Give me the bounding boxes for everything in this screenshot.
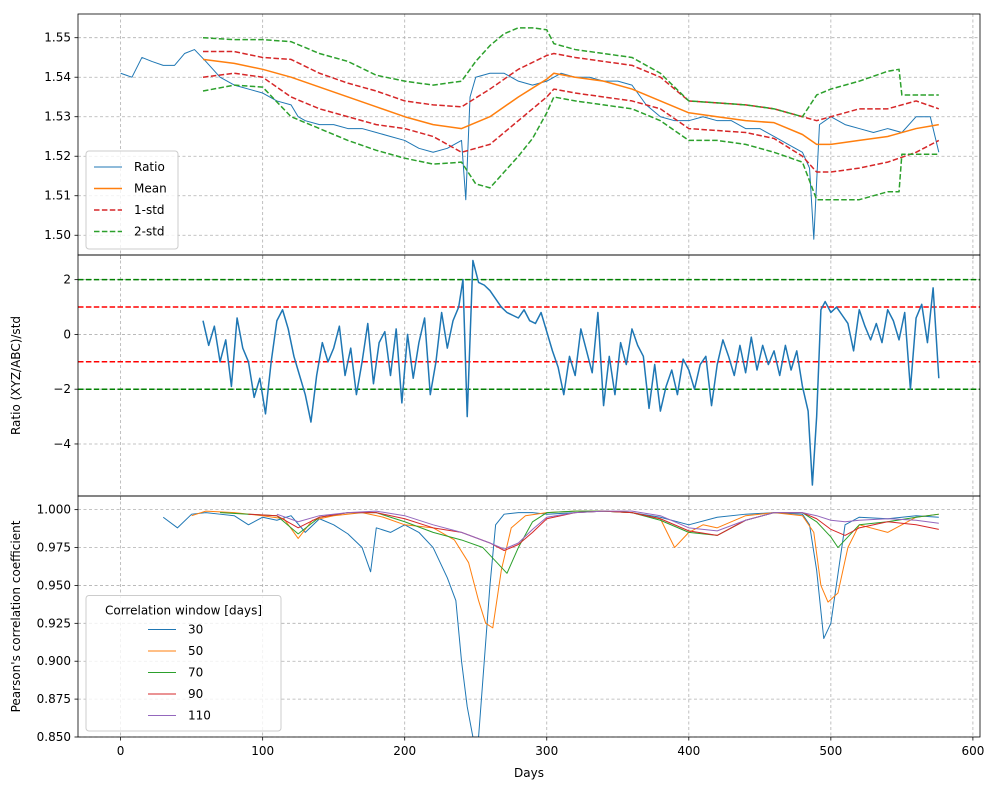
ratio-series-line-1-std-3: [202, 72, 940, 173]
correlation-legend-label-70: 70: [188, 666, 203, 680]
correlation-series-group: [162, 510, 939, 737]
ratio-panel: 1.50 1.51 1.52 1.53 1.54 1.55 Ratio Mean 1-std 2-…: [44, 13, 981, 259]
ratio-axes-frame: [77, 13, 981, 256]
ratio-series-line-1-std-2: [203, 50, 940, 122]
correlation-xtick-label: 200: [393, 744, 416, 758]
correlation-ytick-label: 1.000: [37, 503, 71, 517]
correlation-xtick-label: 500: [819, 744, 842, 758]
correlation-legend: Correlation window [days] 30 50 70 90 110: [85, 595, 282, 732]
ratio-legend-label-mean: Mean: [134, 182, 167, 196]
correlation-legend-label-50: 50: [188, 644, 203, 658]
ratio-ytick-label: 1.55: [44, 31, 71, 45]
ratio-legend: Ratio Mean 1-std 2-std: [85, 150, 179, 250]
correlation-legend-title: Correlation window [days]: [105, 604, 262, 618]
ratio-legend-label-1-std: 1-std: [134, 203, 165, 217]
correlation-xtick-label: 300: [535, 744, 558, 758]
correlation-panel: 0.850 0.875 0.900 0.925 0.950 0.975 1.000 0 100 2…: [9, 495, 984, 780]
correlation-ytick-label: 0.975: [37, 541, 71, 555]
zscore-ytick-label: −2: [53, 382, 71, 396]
correlation-xtick-label: 400: [677, 744, 700, 758]
correlation-axes-frame: [77, 495, 981, 738]
correlation-ytick-label: 0.850: [37, 730, 71, 744]
zscore-ytick-label: −4: [53, 437, 71, 451]
zscore-y-axis-label: Ratio (XYZ/ABC)/std: [9, 316, 23, 435]
zscore-series-group: [202, 259, 940, 486]
ratio-legend-box: [85, 150, 179, 250]
correlation-legend-box: [85, 595, 282, 732]
correlation-ytick-label: 0.950: [37, 578, 71, 592]
ratio-series-group: [120, 27, 940, 240]
correlation-ytick-label: 0.925: [37, 616, 71, 630]
ratio-series-line-ratio-0: [120, 49, 940, 240]
correlation-series-line-30-0: [162, 510, 939, 737]
correlation-xtick-label: 100: [251, 744, 274, 758]
zscore-ytick-label: 0: [63, 327, 71, 341]
correlation-series-line-50-1: [191, 510, 939, 629]
correlation-legend-label-30: 30: [188, 623, 203, 637]
ratio-ytick-label: 1.51: [44, 189, 71, 203]
correlation-x-axis-label: Days: [514, 766, 544, 780]
ratio-ytick-label: 1.50: [44, 228, 71, 242]
correlation-xtick-label: 0: [117, 744, 125, 758]
correlation-xtick-label: 600: [961, 744, 984, 758]
ratio-legend-label-ratio: Ratio: [134, 160, 165, 174]
correlation-legend-label-90: 90: [188, 687, 203, 701]
ratio-ytick-label: 1.52: [44, 149, 71, 163]
ratio-legend-label-2-std: 2-std: [134, 225, 165, 239]
correlation-series-line-90-3: [248, 510, 939, 552]
correlation-series-line-110-4: [276, 510, 939, 550]
ratio-ytick-label: 1.53: [44, 110, 71, 124]
zscore-axes-frame: [77, 254, 981, 497]
correlation-ytick-label: 0.875: [37, 692, 71, 706]
correlation-y-axis-label: Pearson's correlation coefficient: [9, 520, 23, 712]
ratio-series-line-mean-1: [202, 58, 939, 146]
zscore-panel: 2 0 −2 −4 Ratio (XYZ/ABC)/std: [9, 254, 981, 500]
zscore-series-line-0-0: [202, 259, 940, 486]
ratio-series-line-2-std-4: [202, 27, 939, 118]
zscore-ytick-label: 2: [63, 273, 71, 287]
ratio-series-line-2-std-5: [202, 84, 939, 201]
ratio-ytick-label: 1.54: [44, 70, 71, 84]
correlation-legend-label-110: 110: [188, 709, 211, 723]
correlation-ytick-label: 0.900: [37, 654, 71, 668]
